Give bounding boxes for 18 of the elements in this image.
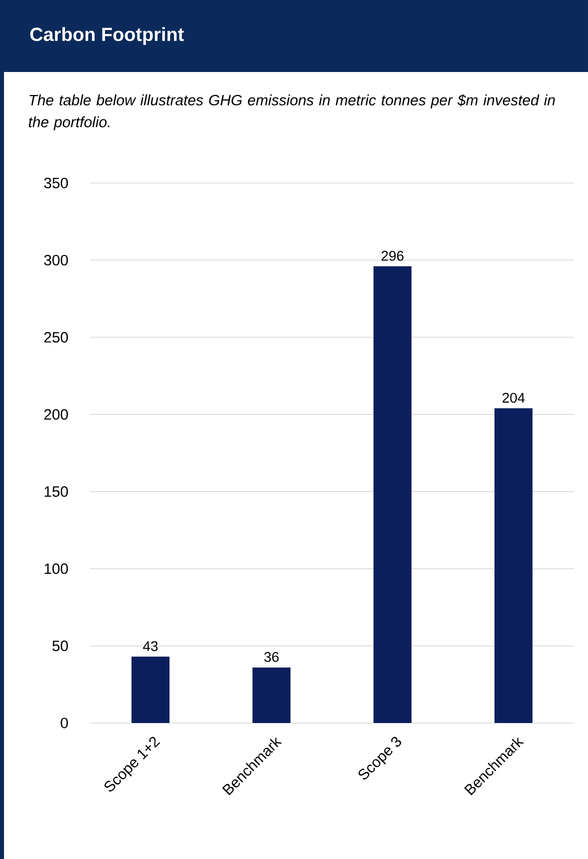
bar xyxy=(132,656,170,723)
data-label: 36 xyxy=(264,652,279,662)
data-label: 43 xyxy=(143,641,158,652)
y-tick-label: 200 xyxy=(44,409,68,420)
y-tick-label: 350 xyxy=(44,178,68,188)
chart-title: Carbon Footprint xyxy=(30,27,184,45)
y-tick-label: 250 xyxy=(44,332,68,343)
bar xyxy=(373,266,412,723)
y-tick-label: 300 xyxy=(44,254,68,266)
y-tick-label: 100 xyxy=(44,563,68,574)
data-label: 204 xyxy=(502,392,525,403)
bar xyxy=(494,408,532,723)
y-tick-label: 50 xyxy=(52,640,68,652)
y-tick-label: 150 xyxy=(44,486,68,497)
data-label: 296 xyxy=(382,250,404,261)
bar xyxy=(252,667,290,723)
chart-subtitle: The table below illustrates GHG emissions in metric tonnes per $m invested in the portfolio. xyxy=(28,94,555,130)
y-tick-label: 0 xyxy=(60,718,68,728)
